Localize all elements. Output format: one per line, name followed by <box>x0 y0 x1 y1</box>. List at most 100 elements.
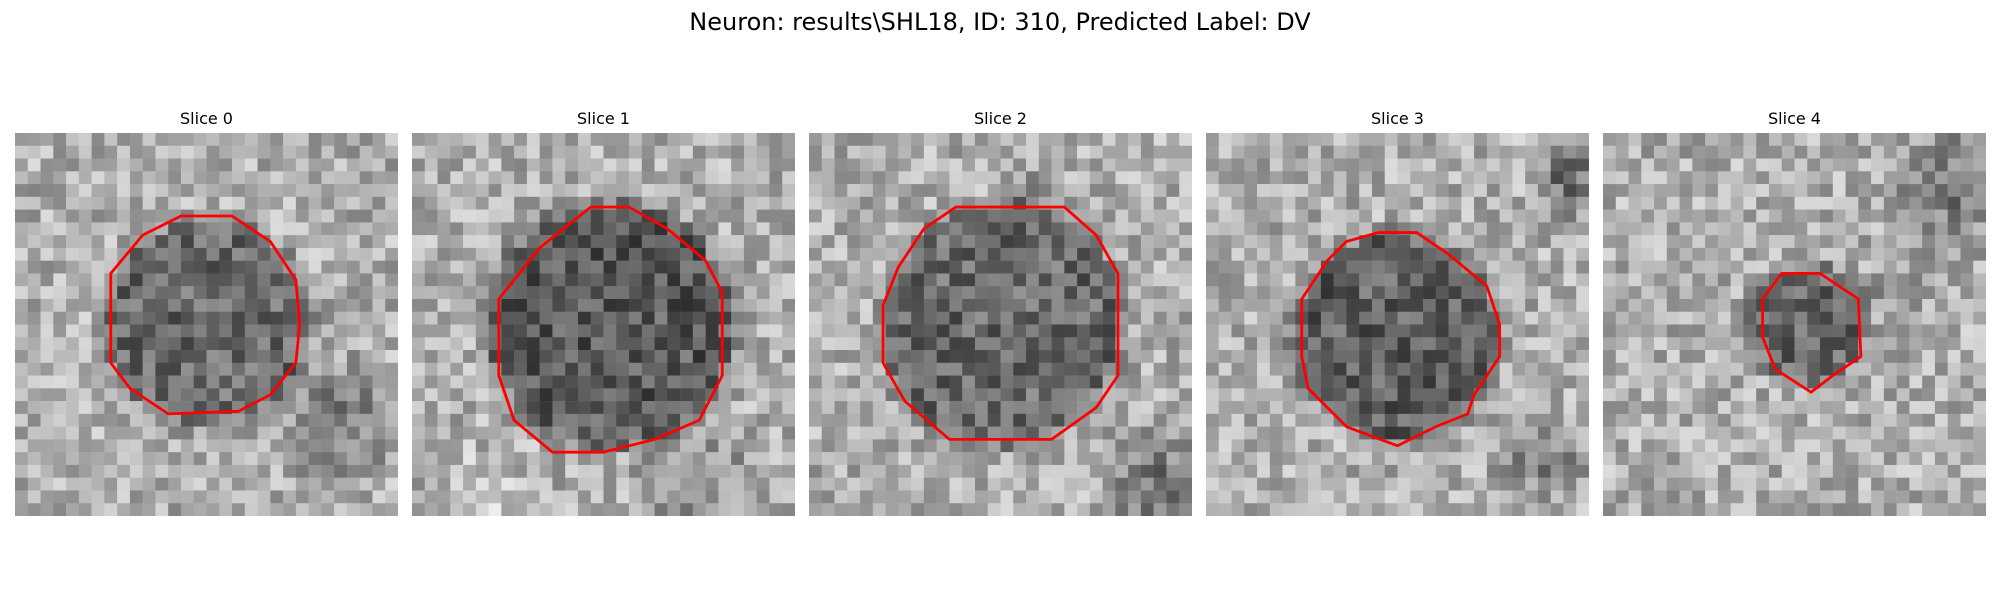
pixel <box>1461 490 1475 504</box>
pixel <box>860 133 874 147</box>
pixel <box>1960 362 1974 376</box>
pixel <box>1384 298 1398 312</box>
pixel <box>552 273 566 287</box>
pixel <box>1628 350 1642 364</box>
pixel <box>1410 439 1424 453</box>
pixel <box>104 388 118 402</box>
pixel <box>346 490 360 504</box>
pixel <box>1871 452 1885 466</box>
pixel <box>1615 350 1629 364</box>
pixel <box>1244 490 1258 504</box>
slice-title-4: Slice 4 <box>1768 109 1821 128</box>
pixel <box>27 452 41 466</box>
pixel <box>911 260 925 274</box>
pixel <box>424 158 438 172</box>
pixel <box>962 503 976 516</box>
pixel <box>244 388 258 402</box>
pixel <box>129 401 143 415</box>
pixel <box>1832 413 1846 427</box>
pixel <box>539 145 553 159</box>
pixel <box>385 209 398 223</box>
pixel <box>809 362 823 376</box>
pixel <box>219 171 233 185</box>
pixel <box>463 133 477 147</box>
pixel <box>731 311 745 325</box>
pixel <box>372 452 386 466</box>
pixel <box>1666 260 1680 274</box>
pixel <box>1128 503 1142 516</box>
pixel <box>1730 490 1744 504</box>
pixel <box>27 413 41 427</box>
pixel <box>949 401 963 415</box>
pixel <box>731 490 745 504</box>
pixel <box>718 133 732 147</box>
pixel <box>1550 464 1564 478</box>
pixel <box>1654 362 1668 376</box>
pixel <box>1730 439 1744 453</box>
pixel <box>885 350 899 364</box>
pixel <box>552 196 566 210</box>
pixel <box>809 311 823 325</box>
pixel <box>629 286 643 300</box>
pixel <box>359 273 373 287</box>
pixel <box>1641 196 1655 210</box>
pixel <box>629 222 643 236</box>
pixel <box>1346 388 1360 402</box>
pixel <box>526 362 540 376</box>
pixel <box>1628 247 1642 261</box>
pixel <box>1231 350 1245 364</box>
pixel <box>1384 350 1398 364</box>
pixel <box>1730 375 1744 389</box>
pixel <box>1717 171 1731 185</box>
pixel <box>346 439 360 453</box>
pixel <box>885 158 899 172</box>
pixel <box>1512 311 1526 325</box>
pixel <box>1756 145 1770 159</box>
pixel <box>743 362 757 376</box>
pixel <box>168 273 182 287</box>
pixel <box>1089 350 1103 364</box>
pixel <box>1038 375 1052 389</box>
pixel <box>232 298 246 312</box>
pixel <box>270 477 284 491</box>
pixel <box>53 235 67 249</box>
pixel <box>692 196 706 210</box>
pixel <box>1768 145 1782 159</box>
pixel <box>743 388 757 402</box>
pixel <box>142 260 156 274</box>
pixel <box>603 388 617 402</box>
pixel <box>78 273 92 287</box>
pixel <box>834 439 848 453</box>
pixel <box>911 413 925 427</box>
pixel <box>974 133 988 147</box>
pixel <box>1730 273 1744 287</box>
pixel <box>821 184 835 198</box>
pixel <box>15 324 29 338</box>
pixel <box>1603 286 1617 300</box>
pixel <box>206 196 220 210</box>
pixel <box>1486 171 1500 185</box>
pixel <box>1089 375 1103 389</box>
pixel <box>769 298 783 312</box>
pixel <box>834 184 848 198</box>
pixel <box>475 413 489 427</box>
pixel <box>1922 426 1936 440</box>
pixel <box>1512 260 1526 274</box>
pixel <box>244 375 258 389</box>
pixel <box>1218 311 1232 325</box>
pixel <box>66 388 80 402</box>
pixel <box>308 260 322 274</box>
pixel <box>1845 298 1859 312</box>
pixel <box>577 247 591 261</box>
pixel <box>962 324 976 338</box>
pixel <box>1179 222 1192 236</box>
pixel <box>1563 247 1577 261</box>
pixel <box>705 145 719 159</box>
pixel <box>308 209 322 223</box>
pixel <box>1320 311 1334 325</box>
pixel <box>1909 503 1923 516</box>
pixel <box>629 375 643 389</box>
pixel <box>1909 171 1923 185</box>
pixel <box>1641 439 1655 453</box>
pixel <box>692 388 706 402</box>
